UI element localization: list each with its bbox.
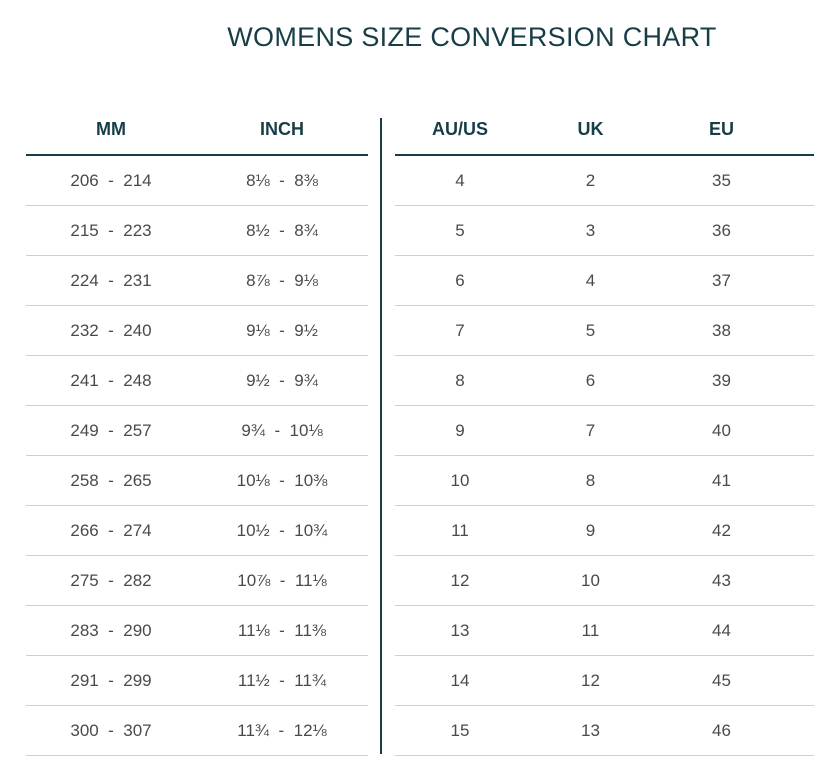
inch-cell: 10⅞ - 11⅛: [237, 570, 327, 590]
measurement-row: 224 - 231 8⅞ - 9⅛: [26, 256, 368, 306]
eu-cell: 46: [712, 720, 731, 740]
mm-cell: 215 - 223: [70, 220, 152, 240]
measurement-body: 206 - 214 8⅛ - 8⅜ 215 - 223 8½ - 8¾ 224 - 23…: [26, 156, 368, 756]
inch-cell: 8½ - 8¾: [246, 220, 318, 240]
uk-cell: 3: [585, 220, 596, 240]
inch-cell: 11½ - 11¾: [237, 670, 327, 690]
measurement-row: 283 - 290 11⅛ - 11⅜: [26, 606, 368, 656]
size-row: 10 8 41: [395, 456, 814, 506]
size-row: 13 11 44: [395, 606, 814, 656]
eu-cell: 44: [712, 620, 731, 640]
au-us-cell: 4: [455, 170, 465, 190]
mm-cell: 283 - 290: [70, 620, 152, 640]
inch-cell: 10⅛ - 10⅜: [236, 470, 328, 490]
mm-cell: 224 - 231: [70, 270, 152, 290]
mm-cell: 232 - 240: [70, 320, 152, 340]
mm-cell: 241 - 248: [70, 370, 152, 390]
au-us-cell: 10: [450, 470, 470, 490]
au-us-cell: 8: [455, 370, 465, 390]
header-mm: MM: [96, 118, 126, 139]
size-row: 9 7 40: [395, 406, 814, 456]
mm-cell: 300 - 307: [70, 720, 152, 740]
uk-cell: 6: [585, 370, 596, 390]
size-table: AU/US UK EU 4 2 35 5 3 36 6 4 37 7 5 38 8 6 39 9 7 40 10 8 4…: [395, 104, 814, 756]
uk-cell: 13: [581, 720, 600, 740]
eu-cell: 37: [712, 270, 731, 290]
au-us-cell: 9: [455, 420, 465, 440]
inch-cell: 9⅛ - 9½: [246, 320, 318, 340]
uk-cell: 5: [585, 320, 596, 340]
measurement-row: 206 - 214 8⅛ - 8⅜: [26, 156, 368, 206]
size-row: 6 4 37: [395, 256, 814, 306]
uk-cell: 12: [581, 670, 600, 690]
eu-cell: 45: [712, 670, 731, 690]
uk-cell: 2: [585, 170, 596, 190]
inch-cell: 8⅞ - 9⅛: [246, 270, 318, 290]
page-title: WOMENS SIZE CONVERSION CHART: [227, 22, 717, 52]
uk-cell: 10: [581, 570, 600, 590]
size-row: 14 12 45: [395, 656, 814, 706]
size-body: 4 2 35 5 3 36 6 4 37 7 5 38 8 6 39 9 7 40 10 8 41 11 9 42 12 10 43…: [395, 156, 814, 756]
measurement-row: 249 - 257 9¾ - 10⅛: [26, 406, 368, 456]
measurement-row: 300 - 307 11¾ - 12⅛: [26, 706, 368, 756]
measurement-table: MM INCH 206 - 214 8⅛ - 8⅜ 215 - 223 8½ - 8¾…: [26, 104, 368, 756]
eu-cell: 39: [712, 370, 731, 390]
uk-cell: 8: [585, 470, 596, 490]
au-us-cell: 12: [450, 570, 470, 590]
table-divider: [380, 118, 382, 754]
au-us-cell: 13: [450, 620, 470, 640]
au-us-cell: 5: [455, 220, 465, 240]
eu-cell: 35: [712, 170, 731, 190]
size-row: 5 3 36: [395, 206, 814, 256]
uk-cell: 9: [585, 520, 596, 540]
measurement-header-row: MM INCH: [26, 104, 368, 156]
measurement-row: 258 - 265 10⅛ - 10⅜: [26, 456, 368, 506]
uk-cell: 7: [585, 420, 596, 440]
header-uk: UK: [577, 118, 604, 139]
au-us-cell: 7: [455, 320, 465, 340]
inch-cell: 10½ - 10¾: [236, 520, 328, 540]
size-row: 15 13 46: [395, 706, 814, 756]
eu-cell: 38: [712, 320, 731, 340]
mm-cell: 291 - 299: [70, 670, 152, 690]
size-row: 8 6 39: [395, 356, 814, 406]
header-inch: INCH: [260, 118, 304, 139]
size-row: 7 5 38: [395, 306, 814, 356]
au-us-cell: 6: [455, 270, 465, 290]
mm-cell: 275 - 282: [70, 570, 152, 590]
uk-cell: 4: [585, 270, 596, 290]
inch-cell: 9½ - 9¾: [246, 370, 318, 390]
mm-cell: 206 - 214: [70, 170, 152, 190]
inch-cell: 11⅛ - 11⅜: [237, 620, 327, 640]
measurement-row: 291 - 299 11½ - 11¾: [26, 656, 368, 706]
au-us-cell: 11: [451, 520, 469, 540]
measurement-row: 241 - 248 9½ - 9¾: [26, 356, 368, 406]
mm-cell: 249 - 257: [70, 420, 152, 440]
measurement-row: 275 - 282 10⅞ - 11⅛: [26, 556, 368, 606]
eu-cell: 41: [712, 470, 731, 490]
inch-cell: 8⅛ - 8⅜: [246, 170, 318, 190]
mm-cell: 258 - 265: [70, 470, 152, 490]
eu-cell: 36: [712, 220, 731, 240]
measurement-row: 232 - 240 9⅛ - 9½: [26, 306, 368, 356]
size-row: 11 9 42: [395, 506, 814, 556]
size-row: 4 2 35: [395, 156, 814, 206]
size-header-row: AU/US UK EU: [395, 104, 814, 156]
eu-cell: 42: [712, 520, 731, 540]
eu-cell: 43: [712, 570, 731, 590]
au-us-cell: 15: [450, 720, 470, 740]
measurement-row: 215 - 223 8½ - 8¾: [26, 206, 368, 256]
inch-cell: 9¾ - 10⅛: [241, 420, 323, 440]
header-eu: EU: [708, 118, 734, 139]
uk-cell: 11: [581, 620, 600, 640]
au-us-cell: 14: [450, 670, 470, 690]
size-row: 12 10 43: [395, 556, 814, 606]
header-au-us: AU/US: [431, 118, 488, 139]
measurement-row: 266 - 274 10½ - 10¾: [26, 506, 368, 556]
inch-cell: 11¾ - 12⅛: [237, 720, 327, 740]
mm-cell: 266 - 274: [70, 520, 152, 540]
eu-cell: 40: [712, 420, 731, 440]
